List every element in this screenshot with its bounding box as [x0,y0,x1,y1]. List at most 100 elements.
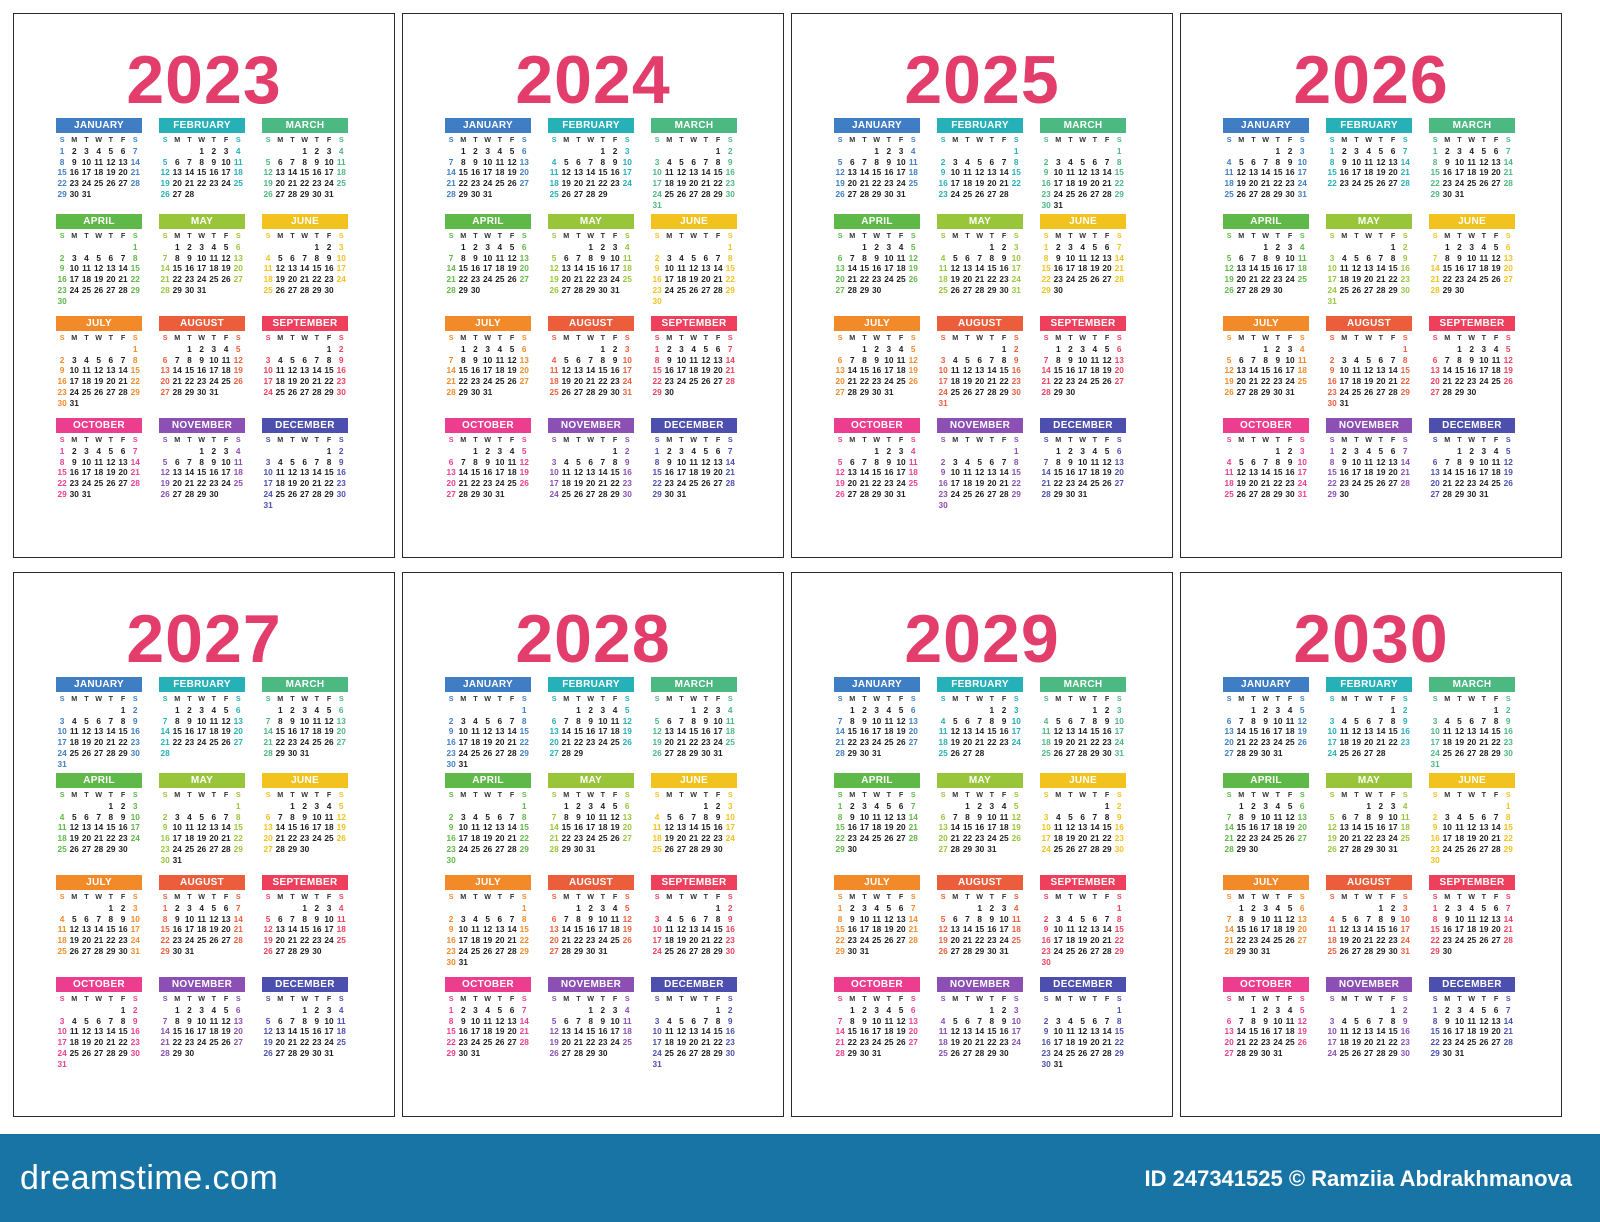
day-number: 29 [118,1047,128,1058]
day-number: 10 [300,715,310,726]
empty-cell [1223,242,1235,253]
day-number: 12 [263,924,273,935]
day-number: 1 [1055,343,1061,354]
weekday-header: W [1365,435,1373,444]
weekday-header: S [910,892,916,901]
day-number: 23 [470,178,481,189]
day-number: 29 [987,284,997,295]
day-number: 24 [1430,747,1440,758]
day-number: 13 [1364,263,1374,274]
weekday-header: F [612,790,618,799]
day-number: 5 [1226,252,1232,263]
day-number: 24 [130,833,140,844]
day-number: 11 [495,252,505,263]
day-number: 22 [987,274,997,285]
weekday-header: S [1329,435,1335,444]
day-number: 1 [174,1004,180,1015]
day-number: 11 [1339,263,1349,274]
day-number: 3 [654,156,660,167]
weekday-header: T [314,994,320,1003]
empty-cell [688,1005,700,1016]
day-number: 10 [999,913,1009,924]
day-number: 22 [859,376,870,387]
empty-cell [1077,705,1089,716]
weekday-header: S [1432,231,1438,240]
day-number: 13 [446,467,456,478]
weekday-header: M [174,435,181,444]
day-number: 18 [872,822,882,833]
day-number: 9 [485,456,490,467]
day-number: 9 [162,822,168,833]
day-number: 2 [473,145,478,156]
day-number: 16 [118,924,128,935]
day-number: 12 [507,252,517,263]
day-number: 26 [549,284,559,295]
day-number: 2 [612,145,618,156]
day-number: 31 [676,488,687,499]
day-number: 22 [1248,1037,1259,1048]
day-number: 7 [108,1015,114,1026]
day-number: 6 [1366,1015,1371,1026]
day-number: 24 [652,188,662,199]
empty-cell [651,705,663,716]
day-number: 16 [622,467,632,478]
day-number: 9 [338,456,344,467]
day-number: 6 [551,715,557,726]
day-number: 26 [1224,386,1234,397]
empty-cell [1326,1005,1338,1016]
month-day-grid: S M T W T F S 1 2 3 4 5 6 7 8 9 10 11 12 13 14 15 16 17 18 19 20 21… [56,892,144,957]
day-number: 14 [999,467,1009,478]
day-number: 6 [290,252,295,263]
day-number: 21 [1400,167,1410,178]
day-number: 28 [446,188,456,199]
day-number: 24 [872,737,882,748]
day-number: 18 [938,1037,948,1048]
day-number: 9 [1402,715,1408,726]
day-number: 1 [302,1004,307,1015]
weekday-header: M [1444,892,1451,901]
day-number: 24 [725,833,735,844]
day-number: 29 [458,386,468,397]
day-number: 12 [549,263,559,274]
day-number: 19 [549,1037,559,1048]
empty-cell [688,801,700,812]
day-number: 26 [1479,178,1489,189]
day-number: 11 [94,156,104,167]
day-number: 5 [1080,1015,1085,1026]
month-header: JANUARY [834,118,920,133]
day-number: 25 [1442,747,1452,758]
month-header: JANUARY [445,677,531,692]
weekday-header: S [338,435,344,444]
empty-cell [834,705,846,716]
day-number: 15 [324,365,334,376]
day-number: 26 [81,1047,92,1058]
weekday-header: M [563,994,570,1003]
day-number: 17 [652,935,662,946]
month-day-grid: S M T W T F S 1 2 3 4 5 6 7 8 9 10 11 12 13 14 15 16 17 18 19 20 21… [1429,333,1517,398]
day-number: 13 [622,811,632,822]
empty-cell [675,903,687,914]
day-number: 24 [622,178,632,189]
day-number: 6 [96,1015,101,1026]
day-number: 29 [1261,386,1271,397]
day-number: 7 [1263,156,1268,167]
weekday-header: T [187,694,192,703]
day-number: 19 [1297,1026,1307,1037]
day-number: 5 [910,343,916,354]
day-number: 31 [324,1047,334,1058]
day-number: 14 [962,924,973,935]
day-number: 11 [1491,456,1501,467]
day-number: 21 [701,178,711,189]
day-number: 7 [691,811,696,822]
day-number: 9 [1275,252,1281,263]
month-block: JUNE S M T W T F S 1 2 3 4 5 6 7 8 9 10 11 12 13 14 15 16 17 18 19… [651,773,739,855]
empty-cell [105,1005,117,1016]
day-number: 2 [187,1004,192,1015]
day-number: 10 [495,456,505,467]
day-number: 21 [184,178,195,189]
day-number: 22 [847,1037,857,1048]
day-number: 13 [106,263,116,274]
day-number: 27 [300,386,310,397]
day-number: 18 [1364,467,1374,478]
weekday-header: F [1001,694,1007,703]
